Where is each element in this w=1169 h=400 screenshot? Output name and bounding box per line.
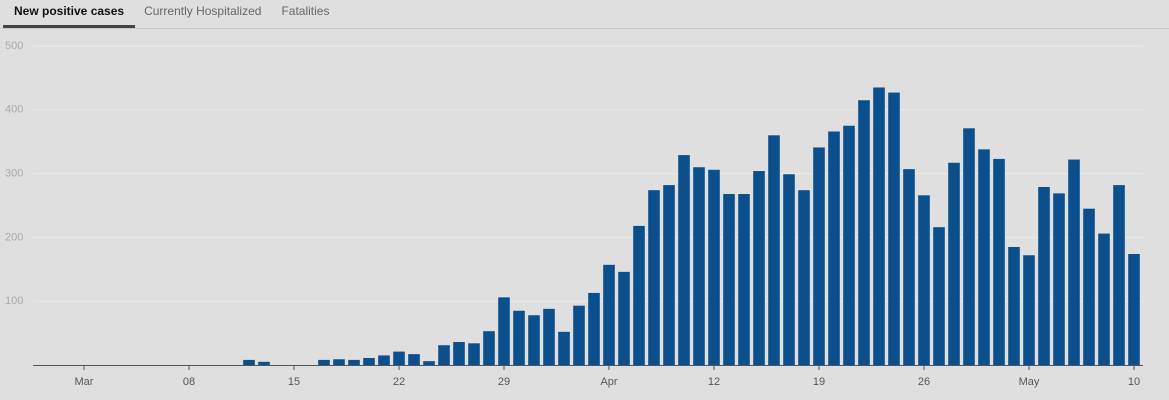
x-tick-label: 26 bbox=[918, 376, 930, 388]
x-tick-label: May bbox=[1019, 376, 1040, 388]
bar bbox=[603, 264, 615, 365]
bar bbox=[948, 162, 960, 365]
bar bbox=[813, 147, 825, 365]
bar bbox=[828, 131, 840, 365]
bar bbox=[1038, 186, 1050, 365]
bar bbox=[408, 354, 420, 365]
bar bbox=[243, 359, 255, 365]
bar bbox=[1128, 253, 1140, 365]
bar bbox=[918, 195, 930, 365]
bar bbox=[723, 194, 735, 365]
tab[interactable]: Fatalities bbox=[281, 4, 329, 18]
x-tick-label: 15 bbox=[288, 376, 300, 388]
tab[interactable]: Currently Hospitalized bbox=[144, 4, 261, 18]
bar bbox=[798, 190, 810, 365]
x-tick-label: 08 bbox=[183, 376, 195, 388]
x-tick-label: Apr bbox=[600, 376, 617, 388]
bar bbox=[513, 310, 525, 365]
bar bbox=[768, 135, 780, 365]
bar bbox=[888, 92, 900, 365]
y-tick-label: 500 bbox=[5, 40, 23, 52]
bar bbox=[558, 331, 570, 365]
x-tick-label: 19 bbox=[813, 376, 825, 388]
bar bbox=[318, 359, 330, 365]
x-tick-label: Mar bbox=[75, 376, 94, 388]
bar bbox=[783, 174, 795, 365]
bar bbox=[363, 357, 375, 365]
tab[interactable]: New positive cases bbox=[14, 4, 124, 18]
bar bbox=[753, 171, 765, 365]
bar bbox=[468, 343, 480, 365]
x-tick-label: 10 bbox=[1128, 376, 1140, 388]
bar bbox=[1113, 185, 1125, 365]
bar bbox=[993, 158, 1005, 365]
bar bbox=[903, 169, 915, 365]
y-tick-label: 200 bbox=[5, 231, 23, 243]
bar bbox=[963, 128, 975, 365]
bar bbox=[1083, 208, 1095, 365]
bar bbox=[1053, 193, 1065, 365]
y-tick-label: 400 bbox=[5, 104, 23, 116]
active-tab-underline bbox=[3, 25, 136, 28]
bar bbox=[1068, 159, 1080, 365]
bar bbox=[648, 190, 660, 365]
bar bbox=[663, 185, 675, 365]
bar bbox=[543, 308, 555, 365]
bar bbox=[333, 359, 345, 365]
bar bbox=[843, 125, 855, 365]
bar bbox=[738, 194, 750, 365]
bar bbox=[1023, 255, 1035, 365]
y-tick-label: 100 bbox=[5, 295, 23, 307]
bar bbox=[633, 225, 645, 365]
x-tick-label: 29 bbox=[498, 376, 510, 388]
bar bbox=[618, 271, 630, 365]
x-tick-label: 22 bbox=[393, 376, 405, 388]
bar bbox=[498, 297, 510, 365]
bar bbox=[933, 227, 945, 365]
bar bbox=[393, 351, 405, 365]
bar bbox=[873, 87, 885, 365]
bar bbox=[423, 361, 435, 365]
bar bbox=[1098, 233, 1110, 365]
bar bbox=[978, 149, 990, 365]
bar bbox=[1008, 246, 1020, 365]
bar bbox=[453, 342, 465, 365]
bar bbox=[678, 155, 690, 365]
bar bbox=[588, 292, 600, 365]
y-tick-label: 300 bbox=[5, 168, 23, 180]
bar bbox=[378, 355, 390, 365]
bar bbox=[708, 169, 720, 365]
bar bbox=[528, 315, 540, 365]
bar bbox=[858, 100, 870, 365]
bar bbox=[693, 167, 705, 365]
bar bbox=[348, 359, 360, 365]
bar bbox=[438, 345, 450, 365]
bar bbox=[258, 361, 270, 365]
x-tick-label: 12 bbox=[708, 376, 720, 388]
bar bbox=[483, 331, 495, 365]
bar bbox=[573, 305, 585, 365]
